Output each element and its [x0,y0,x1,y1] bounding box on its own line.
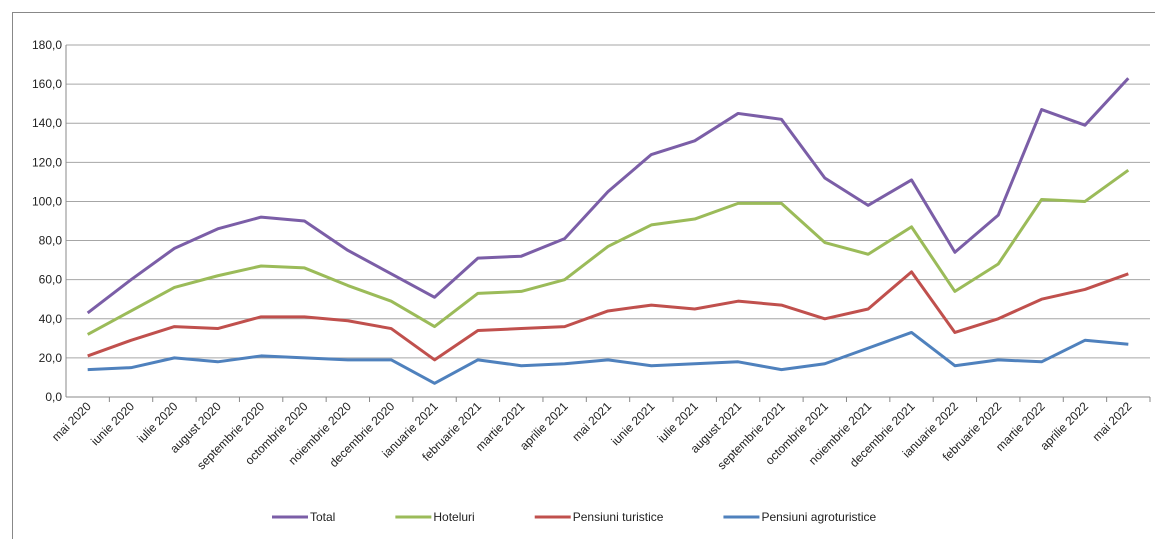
series-line [86,168,1130,336]
legend-label: Pensiuni agroturistice [761,510,876,524]
series-line [87,270,1129,362]
x-tick-label: mai 2022 [1090,399,1135,444]
x-tick-label: mai 2020 [49,399,94,444]
y-tick-label: 20,0 [39,351,63,365]
x-tick-label: iunie 2021 [608,399,657,448]
y-tick-label: 80,0 [39,234,63,248]
legend-label: Total [310,510,335,524]
y-tick-label: 40,0 [39,312,63,326]
series-line [87,330,1129,385]
y-tick-label: 140,0 [32,116,62,130]
legend: Total Hoteluri Pensiuni turistice Pensiuni … [272,510,876,524]
y-tick-label: 180,0 [32,38,62,52]
chart-frame [12,12,1155,539]
legend-label: Hoteluri [433,510,474,524]
y-tick-label: 100,0 [32,194,62,208]
x-tick-label: iunie 2020 [88,399,137,448]
y-tick-label: 160,0 [32,77,62,91]
y-tick-label: 60,0 [39,273,63,287]
series-line [86,77,1130,315]
y-tick-label: 120,0 [32,155,62,169]
legend-label: Pensiuni turistice [573,510,664,524]
y-tick-label: 0,0 [45,390,62,404]
x-tick-label: mai 2021 [569,399,614,444]
